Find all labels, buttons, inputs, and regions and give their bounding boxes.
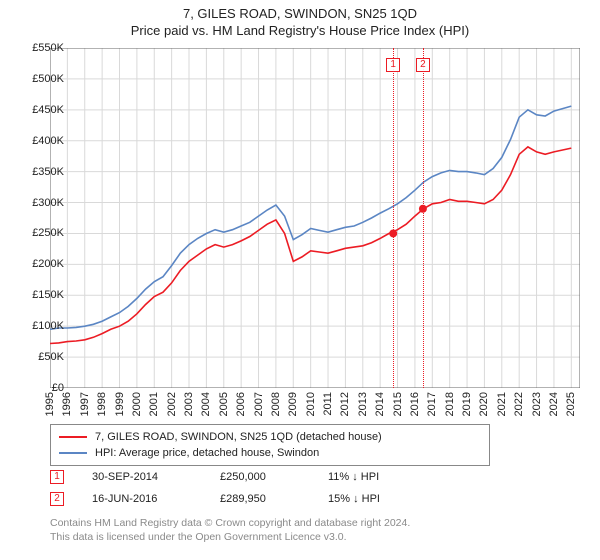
- legend-row: HPI: Average price, detached house, Swin…: [59, 445, 481, 461]
- transaction-diff: 11% ↓ HPI: [328, 471, 428, 483]
- marker-guideline: [393, 48, 394, 388]
- x-tick-label: 1999: [114, 392, 126, 416]
- legend-label: HPI: Average price, detached house, Swin…: [95, 445, 319, 461]
- y-tick-label: £50K: [14, 351, 64, 363]
- x-tick-label: 2014: [374, 392, 386, 416]
- y-tick-label: £350K: [14, 166, 64, 178]
- y-tick-label: £450K: [14, 104, 64, 116]
- x-tick-label: 2000: [131, 392, 143, 416]
- x-tick-label: 2006: [235, 392, 247, 416]
- legend-swatch: [59, 436, 87, 438]
- transaction-row: 1 30-SEP-2014 £250,000 11% ↓ HPI: [50, 466, 580, 488]
- plot-svg: [50, 48, 580, 388]
- x-tick-label: 2004: [200, 392, 212, 416]
- x-tick-label: 2024: [548, 392, 560, 416]
- x-tick-label: 2005: [218, 392, 230, 416]
- x-tick-label: 1996: [61, 392, 73, 416]
- x-tick-label: 1997: [79, 392, 91, 416]
- transaction-price: £289,950: [220, 493, 300, 505]
- x-tick-label: 2015: [392, 392, 404, 416]
- x-tick-label: 2022: [513, 392, 525, 416]
- x-tick-label: 1998: [96, 392, 108, 416]
- marker-label: 2: [416, 58, 430, 72]
- x-tick-label: 2007: [253, 392, 265, 416]
- transaction-date: 16-JUN-2016: [92, 493, 192, 505]
- transaction-date: 30-SEP-2014: [92, 471, 192, 483]
- legend-swatch: [59, 452, 87, 454]
- x-tick-label: 2012: [339, 392, 351, 416]
- legend: 7, GILES ROAD, SWINDON, SN25 1QD (detach…: [50, 424, 490, 466]
- y-tick-label: £550K: [14, 42, 64, 54]
- x-tick-label: 2019: [461, 392, 473, 416]
- x-tick-label: 2002: [166, 392, 178, 416]
- footnote: Contains HM Land Registry data © Crown c…: [50, 516, 410, 544]
- x-tick-label: 2008: [270, 392, 282, 416]
- x-tick-label: 1995: [44, 392, 56, 416]
- transaction-price: £250,000: [220, 471, 300, 483]
- chart-container: 7, GILES ROAD, SWINDON, SN25 1QD Price p…: [0, 0, 600, 560]
- x-tick-label: 2009: [287, 392, 299, 416]
- y-tick-label: £300K: [14, 197, 64, 209]
- y-tick-label: £250K: [14, 227, 64, 239]
- transaction-marker: 2: [50, 492, 64, 506]
- marker-guideline: [423, 48, 424, 388]
- x-tick-label: 2025: [565, 392, 577, 416]
- transaction-row: 2 16-JUN-2016 £289,950 15% ↓ HPI: [50, 488, 580, 510]
- footnote-line-1: Contains HM Land Registry data © Crown c…: [50, 516, 410, 530]
- y-tick-label: £100K: [14, 320, 64, 332]
- y-tick-label: £150K: [14, 289, 64, 301]
- transactions-table: 1 30-SEP-2014 £250,000 11% ↓ HPI 2 16-JUN-201…: [50, 466, 580, 510]
- y-tick-label: £500K: [14, 73, 64, 85]
- x-tick-label: 2016: [409, 392, 421, 416]
- x-tick-label: 2023: [531, 392, 543, 416]
- x-tick-label: 2010: [305, 392, 317, 416]
- y-tick-label: £0: [14, 382, 64, 394]
- x-tick-label: 2003: [183, 392, 195, 416]
- transaction-marker: 1: [50, 470, 64, 484]
- chart-subtitle: Price paid vs. HM Land Registry's House …: [0, 21, 600, 42]
- footnote-line-2: This data is licensed under the Open Gov…: [50, 530, 410, 544]
- legend-row: 7, GILES ROAD, SWINDON, SN25 1QD (detach…: [59, 429, 481, 445]
- chart-title: 7, GILES ROAD, SWINDON, SN25 1QD: [0, 0, 600, 21]
- y-tick-label: £400K: [14, 135, 64, 147]
- x-tick-label: 2013: [357, 392, 369, 416]
- x-tick-label: 2017: [426, 392, 438, 416]
- y-tick-label: £200K: [14, 258, 64, 270]
- x-tick-label: 2020: [478, 392, 490, 416]
- x-tick-label: 2018: [444, 392, 456, 416]
- x-tick-label: 2021: [496, 392, 508, 416]
- transaction-diff: 15% ↓ HPI: [328, 493, 428, 505]
- plot-area: 12: [50, 48, 580, 388]
- legend-label: 7, GILES ROAD, SWINDON, SN25 1QD (detach…: [95, 429, 382, 445]
- marker-label: 1: [386, 58, 400, 72]
- x-tick-label: 2011: [322, 392, 334, 416]
- x-tick-label: 2001: [148, 392, 160, 416]
